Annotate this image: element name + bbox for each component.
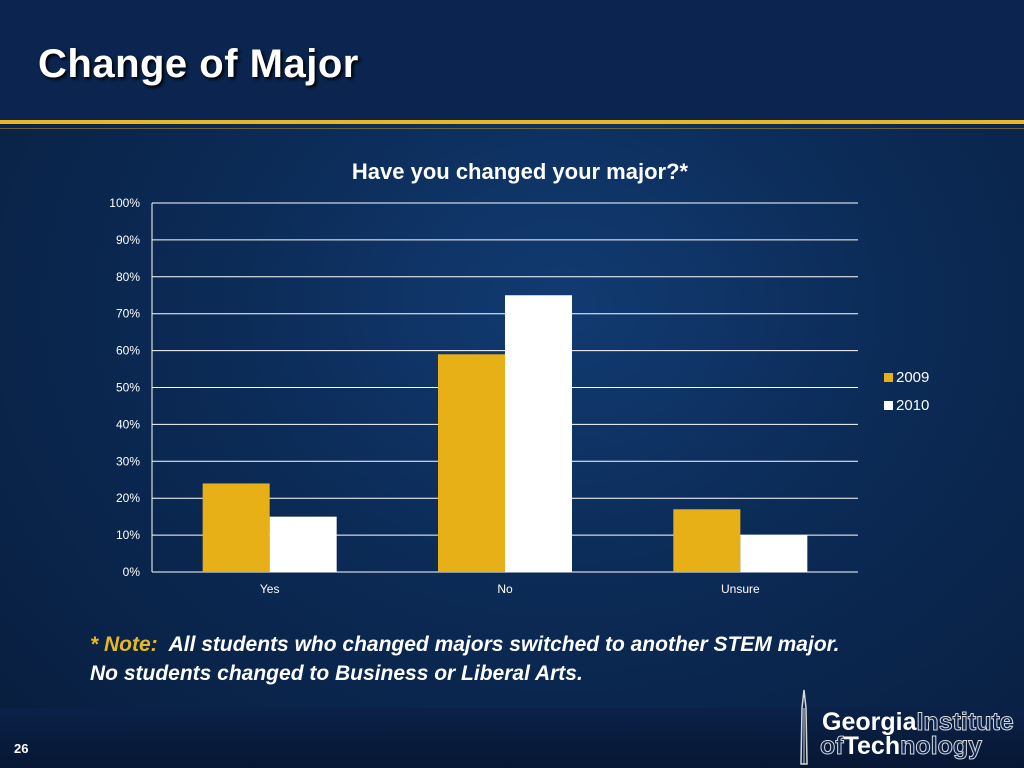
bar-2010-no bbox=[505, 295, 572, 572]
x-tick-label: No bbox=[497, 582, 513, 596]
legend-label-2009: 2009 bbox=[896, 369, 929, 386]
tower-icon bbox=[800, 689, 808, 765]
georgia-tech-logo: GeorgiaInstitute ofTechnology bbox=[790, 688, 1020, 766]
note-line-2: No students changed to Business or Liber… bbox=[90, 662, 583, 685]
legend-swatch-2010 bbox=[884, 401, 893, 410]
y-axis-tick-labels: 0% 10% 20% 30% 40% 50% 60% 70% 80% 90% 100% bbox=[109, 196, 140, 579]
note-prefix: * Note: bbox=[90, 633, 158, 656]
y-tick-label: 10% bbox=[116, 528, 140, 542]
y-tick-label: 100% bbox=[109, 196, 140, 210]
chart-title: Have you changed your major?* bbox=[352, 159, 689, 184]
x-tick-label: Yes bbox=[260, 582, 280, 596]
legend-label-2010: 2010 bbox=[896, 397, 929, 414]
y-tick-label: 30% bbox=[116, 454, 140, 468]
legend: 2009 2010 bbox=[884, 369, 929, 414]
y-tick-label: 70% bbox=[116, 307, 140, 321]
bar-2009-yes bbox=[202, 483, 270, 572]
y-tick-label: 0% bbox=[123, 565, 141, 579]
slide-header: Change of Major bbox=[0, 0, 1024, 120]
y-tick-label: 20% bbox=[116, 491, 140, 505]
legend-swatch-2009 bbox=[884, 373, 893, 382]
slide-title: Change of Major bbox=[38, 42, 359, 86]
y-tick-label: 80% bbox=[116, 270, 140, 284]
x-tick-label: Unsure bbox=[721, 582, 760, 596]
thin-divider bbox=[0, 128, 1024, 129]
y-tick-label: 90% bbox=[116, 233, 140, 247]
gold-divider bbox=[0, 120, 1024, 124]
bar-2010-yes bbox=[269, 516, 337, 572]
x-axis-tick-labels: Yes No Unsure bbox=[260, 582, 760, 596]
bar-2009-no bbox=[438, 354, 505, 572]
page-number: 26 bbox=[14, 741, 29, 756]
bar-chart: Have you changed your major?* 0% 10% 20% 30… bbox=[109, 159, 929, 596]
y-tick-label: 40% bbox=[116, 417, 140, 431]
footer-band bbox=[0, 708, 1024, 768]
footnote: * Note: All students who changed majors … bbox=[90, 630, 990, 688]
bars bbox=[202, 295, 808, 572]
logo-line-2: ofTechnology bbox=[820, 732, 983, 761]
note-line-1: All students who changed majors switched… bbox=[168, 633, 840, 656]
bar-2010-unsure bbox=[740, 535, 808, 572]
y-tick-label: 50% bbox=[116, 381, 140, 395]
logo-line-1: GeorgiaInstitute bbox=[822, 708, 1014, 737]
bar-2009-unsure bbox=[673, 509, 741, 572]
y-tick-label: 60% bbox=[116, 344, 140, 358]
